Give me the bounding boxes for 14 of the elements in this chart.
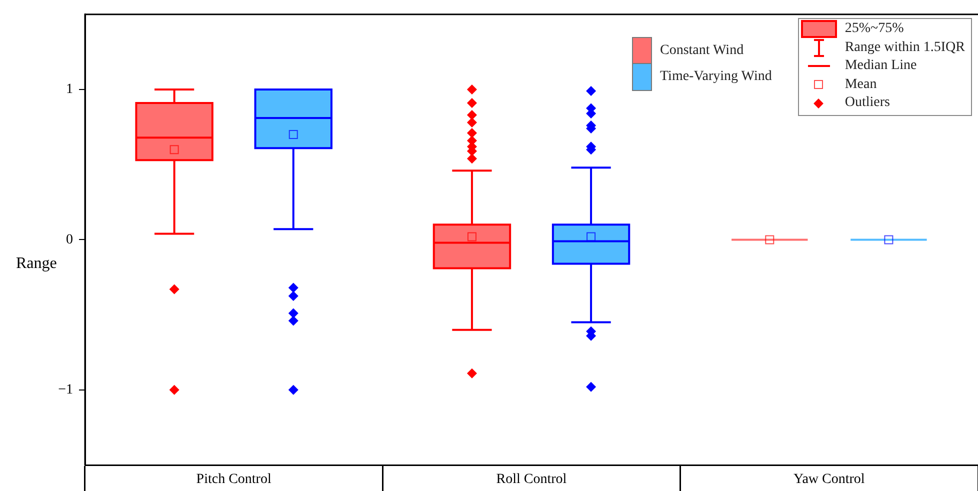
y-axis-title: Range xyxy=(16,254,57,272)
y-tick-label: 0 xyxy=(66,232,73,248)
legend-label: Constant Wind xyxy=(660,43,744,59)
x-tick-label: Roll Control xyxy=(496,472,567,488)
x-tick-label: Yaw Control xyxy=(794,472,865,488)
x-tick-label: Pitch Control xyxy=(196,472,272,488)
y-tick-label: 1 xyxy=(66,82,73,98)
annotation: Outliers xyxy=(844,95,890,112)
annotation: 25%~75% xyxy=(844,21,904,38)
annotation: Median Line xyxy=(844,58,917,74)
annotation: Range within 1.5IQR xyxy=(844,40,965,56)
y-tick-label: −1 xyxy=(58,382,73,398)
legend-label: Time-Varying Wind xyxy=(660,69,772,85)
annotation: Mean xyxy=(844,76,877,93)
